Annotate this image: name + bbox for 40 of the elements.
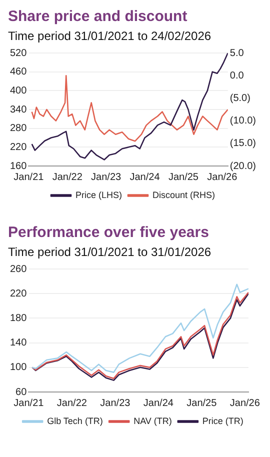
- y-tick-label: 260: [10, 264, 28, 275]
- chart-subtitle: Time period 31/01/2021 to 31/01/2026: [8, 245, 212, 259]
- x-tick-label: Jan/24: [130, 172, 160, 183]
- x-tick-label: Jan/26: [230, 398, 260, 409]
- y-tick-label: 160: [10, 160, 28, 172]
- y-tick-label: 400: [10, 85, 28, 96]
- y-tick-label: 340: [10, 104, 28, 116]
- legend-label: Price (LHS): [75, 190, 122, 200]
- y-tick-label: 220: [10, 142, 28, 153]
- y-tick-label: 140: [10, 338, 28, 349]
- y2-tick-label: (5.0): [230, 92, 250, 104]
- x-tick-label: Jan/25: [186, 398, 218, 409]
- chart-title: Performance over five years: [8, 224, 210, 241]
- chart-title: Share price and discount: [8, 8, 188, 25]
- y-tick-label: 100: [10, 362, 28, 374]
- y2-tick-label: (10.0): [230, 116, 256, 127]
- y2-tick-label: (15.0): [230, 138, 256, 150]
- y-tick-label: 60: [16, 386, 28, 398]
- y2-tick-label: 5.0: [230, 48, 244, 59]
- y-tick-label: 280: [10, 123, 28, 134]
- legend-label: Glb Tech (TR): [47, 416, 103, 426]
- legend-label: Price (TR): [202, 416, 244, 426]
- y-tick-label: 460: [10, 66, 28, 78]
- y2-tick-label: 0.0: [230, 70, 244, 82]
- x-tick-label: Jan/21: [14, 398, 44, 409]
- x-tick-label: Jan/22: [56, 398, 88, 409]
- chart-subtitle: Time period 31/01/2021 to 24/02/2026: [8, 29, 212, 43]
- x-tick-label: Jan/23: [100, 398, 131, 409]
- x-tick-label: Jan/25: [168, 172, 199, 183]
- x-tick-label: Jan/22: [52, 172, 83, 183]
- y-tick-label: 220: [10, 288, 28, 300]
- y2-tick-label: (20.0): [230, 160, 256, 172]
- y-tick-label: 520: [10, 48, 28, 59]
- x-tick-label: Jan/23: [91, 172, 122, 183]
- legend-label: Discount (RHS): [152, 190, 216, 200]
- x-tick-label: Jan/26: [207, 172, 238, 183]
- y-tick-label: 180: [10, 312, 28, 324]
- legend-label: NAV (TR): [134, 416, 172, 426]
- x-tick-label: Jan/21: [14, 172, 44, 183]
- x-tick-label: Jan/24: [143, 398, 174, 409]
